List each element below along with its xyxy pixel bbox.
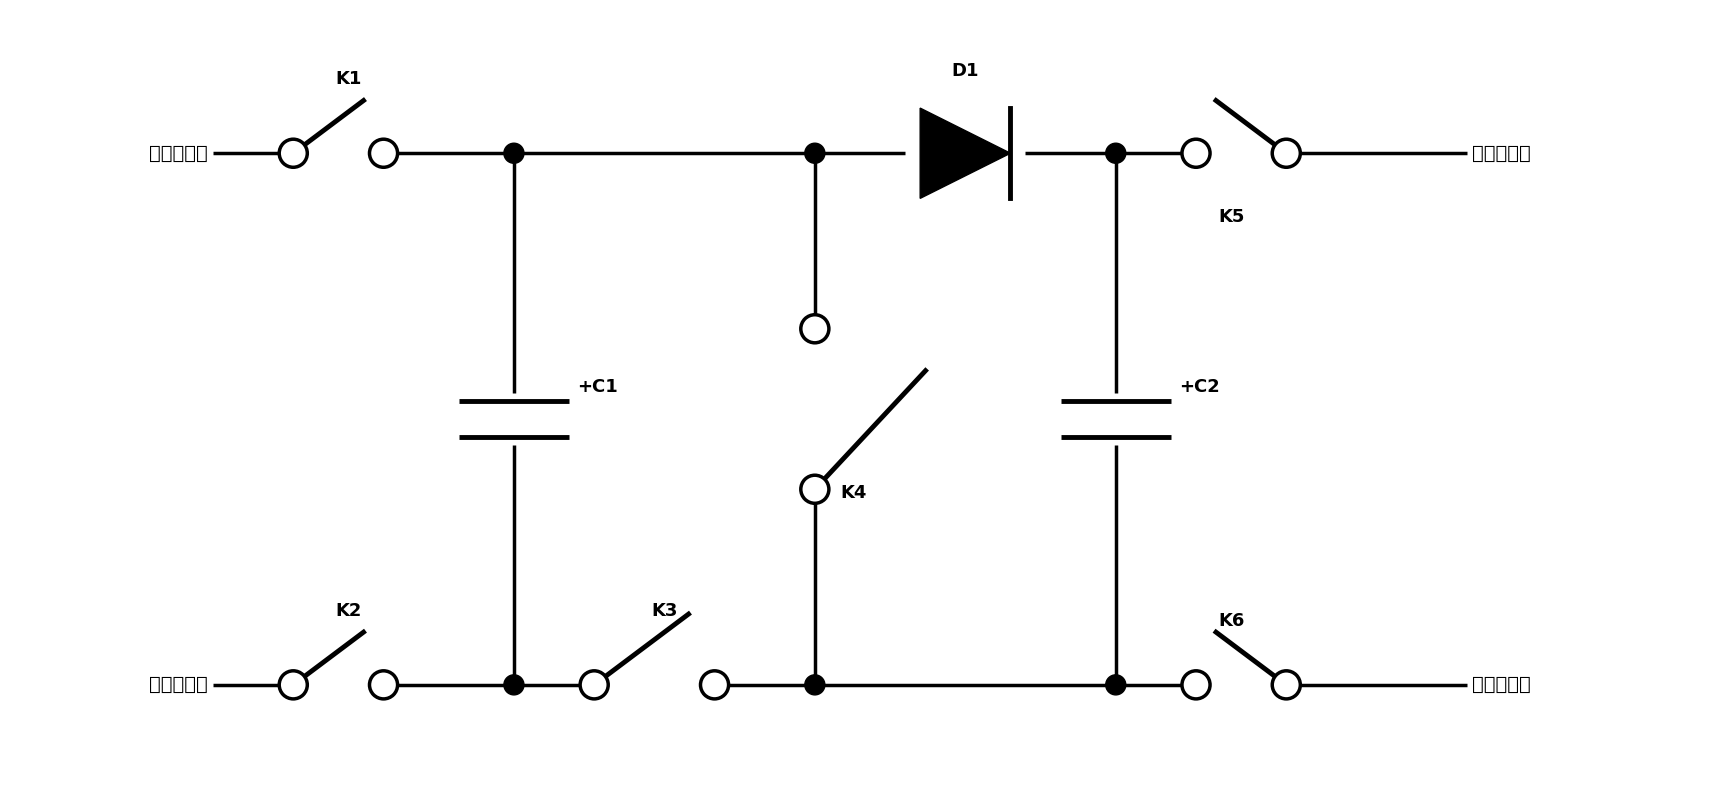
Circle shape [1272,671,1301,699]
Circle shape [701,671,728,699]
Circle shape [279,671,308,699]
Circle shape [1182,671,1209,699]
Text: 正向输入端: 正向输入端 [149,144,208,162]
Text: K1: K1 [336,70,362,88]
Circle shape [804,675,825,695]
Text: 负向输出端: 负向输出端 [1472,675,1531,694]
Circle shape [801,315,829,343]
Text: K4: K4 [841,484,867,503]
Circle shape [580,671,609,699]
Polygon shape [920,108,1010,199]
Circle shape [801,475,829,503]
Circle shape [370,139,398,167]
Text: D1: D1 [952,62,979,80]
Text: K5: K5 [1218,208,1244,226]
Circle shape [370,671,398,699]
Circle shape [1105,675,1126,695]
Text: K2: K2 [336,602,362,620]
Text: +C1: +C1 [578,378,618,396]
Text: K6: K6 [1218,612,1244,629]
Text: 负向输入端: 负向输入端 [149,675,208,694]
Circle shape [503,675,524,695]
Circle shape [1272,139,1301,167]
Circle shape [503,143,524,163]
Circle shape [804,143,825,163]
Circle shape [279,139,308,167]
Circle shape [1182,139,1209,167]
Text: +C2: +C2 [1178,378,1220,396]
Text: 正向输出端: 正向输出端 [1472,144,1531,162]
Circle shape [1105,143,1126,163]
Text: K3: K3 [650,602,678,620]
